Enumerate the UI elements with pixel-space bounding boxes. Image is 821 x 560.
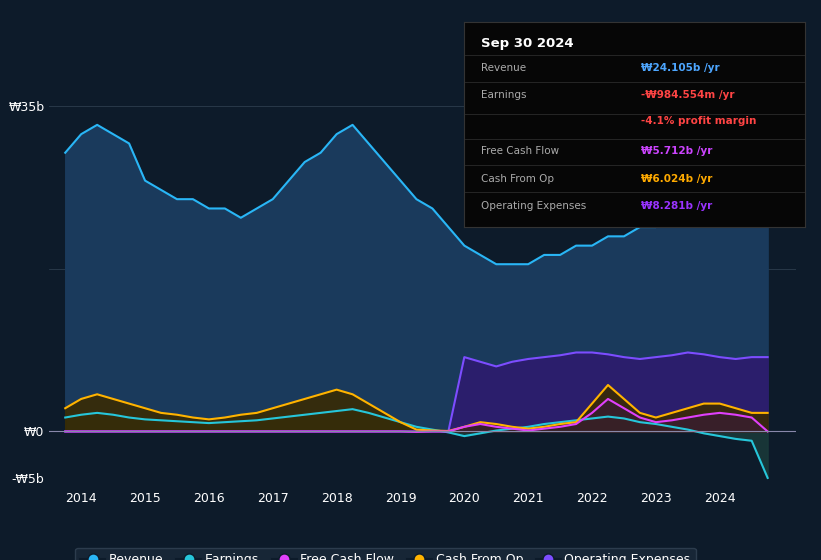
Text: ₩8.281b /yr: ₩8.281b /yr xyxy=(641,202,713,211)
Text: Operating Expenses: Operating Expenses xyxy=(481,202,586,211)
Text: Revenue: Revenue xyxy=(481,63,526,73)
Text: -4.1% profit margin: -4.1% profit margin xyxy=(641,115,756,125)
Text: Earnings: Earnings xyxy=(481,90,526,100)
Text: ₩24.105b /yr: ₩24.105b /yr xyxy=(641,63,720,73)
Text: -₩984.554m /yr: -₩984.554m /yr xyxy=(641,90,735,100)
Text: Sep 30 2024: Sep 30 2024 xyxy=(481,37,574,50)
Text: ₩6.024b /yr: ₩6.024b /yr xyxy=(641,174,713,184)
Text: ₩5.712b /yr: ₩5.712b /yr xyxy=(641,146,713,156)
Text: Cash From Op: Cash From Op xyxy=(481,174,554,184)
Text: Free Cash Flow: Free Cash Flow xyxy=(481,146,559,156)
Legend: Revenue, Earnings, Free Cash Flow, Cash From Op, Operating Expenses: Revenue, Earnings, Free Cash Flow, Cash … xyxy=(76,548,695,560)
